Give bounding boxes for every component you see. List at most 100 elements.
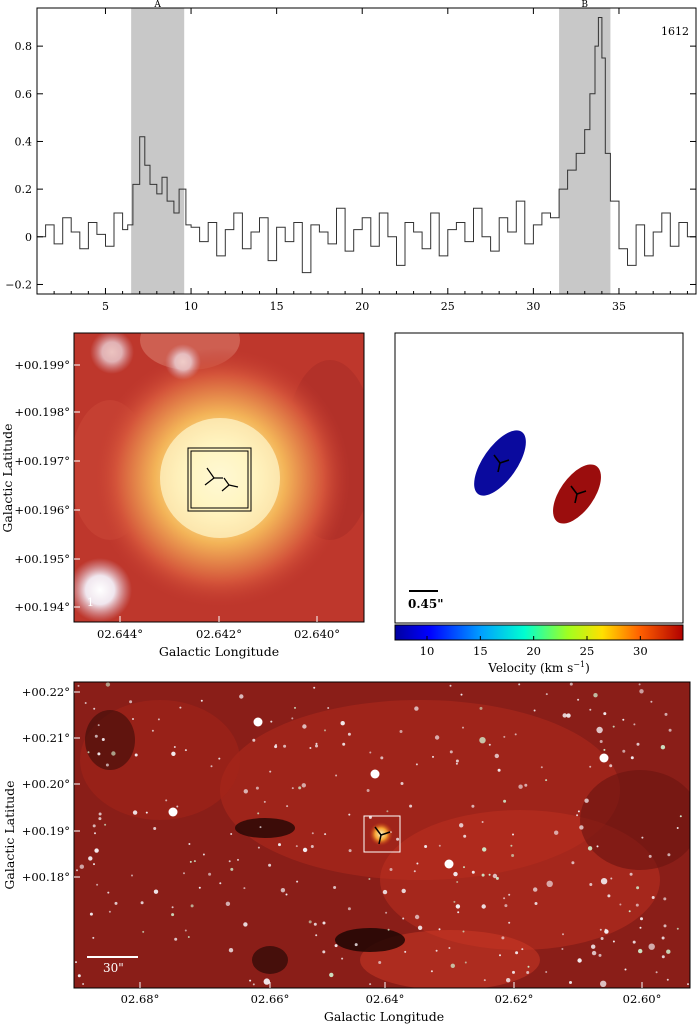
star <box>76 869 78 872</box>
star <box>308 920 312 924</box>
zoom-y-axis: +00.199° +00.198° +00.197° +00.196° +00.195°… <box>14 358 80 614</box>
star <box>545 693 548 696</box>
star <box>257 812 260 815</box>
star <box>347 732 351 736</box>
zoom-x-tick-label: 02.640° <box>294 627 340 641</box>
star <box>315 934 318 937</box>
star <box>354 943 358 947</box>
star <box>455 759 459 763</box>
star <box>506 978 511 983</box>
star <box>666 978 669 981</box>
band-A <box>131 8 185 294</box>
zoom-y-tick-label: +00.194° <box>14 600 70 614</box>
star <box>598 953 602 957</box>
star <box>527 965 530 968</box>
star <box>481 873 485 877</box>
y-tick-label: 0.2 <box>15 183 33 196</box>
star <box>562 933 564 936</box>
star <box>280 888 286 893</box>
star <box>382 889 388 895</box>
star <box>380 756 384 760</box>
star <box>587 846 593 851</box>
star <box>463 866 465 869</box>
star <box>593 693 598 698</box>
star <box>88 856 93 861</box>
star <box>97 724 100 727</box>
zoom-y-tick-label: +00.199° <box>14 358 70 372</box>
star <box>230 833 233 835</box>
star <box>179 706 182 709</box>
x-tick-label: 25 <box>441 300 455 313</box>
star <box>237 858 239 861</box>
field-y-tick-label: +00.20° <box>22 777 70 791</box>
star <box>612 940 615 943</box>
star <box>607 894 611 898</box>
star <box>327 707 330 709</box>
field-frame <box>73 681 691 989</box>
star <box>296 880 299 883</box>
star <box>190 904 194 908</box>
star <box>193 860 196 863</box>
star <box>576 814 579 817</box>
star <box>270 720 273 723</box>
star <box>151 729 154 732</box>
star <box>98 812 102 816</box>
star <box>369 751 372 754</box>
star <box>92 824 96 828</box>
star <box>311 832 314 835</box>
star <box>342 742 346 746</box>
star <box>263 800 266 803</box>
star <box>202 853 205 856</box>
star <box>462 726 464 729</box>
colorbar <box>394 624 684 641</box>
star <box>278 843 281 847</box>
star <box>369 983 372 986</box>
star <box>554 830 559 835</box>
star <box>462 930 465 933</box>
star <box>94 734 98 738</box>
star <box>630 756 634 760</box>
field-y-tick-label: +00.22° <box>22 685 70 699</box>
star <box>481 904 486 909</box>
field-image-panel: 30" +00.22°+00.21°+00.20°+00.19°+00.18° … <box>2 681 691 1024</box>
field-x-tick-label: 02.62° <box>495 992 534 1006</box>
star <box>667 853 671 857</box>
star <box>648 854 652 858</box>
star <box>255 786 259 790</box>
star <box>269 770 272 773</box>
star <box>479 706 483 710</box>
star <box>409 804 413 808</box>
field-stars <box>75 682 689 987</box>
star <box>648 943 655 950</box>
star <box>488 743 491 746</box>
star <box>94 832 96 835</box>
band-label: A <box>153 0 161 10</box>
zoom-x-tick-label: 02.642° <box>196 627 242 641</box>
star <box>651 896 655 899</box>
star <box>174 937 178 941</box>
star <box>518 784 523 789</box>
star <box>526 971 530 974</box>
star <box>638 683 641 686</box>
star <box>515 951 519 955</box>
star <box>483 979 486 982</box>
field-x-axis: 02.68° 02.66° 02.64° 02.62° 02.60° <box>121 982 661 1006</box>
star <box>131 874 133 877</box>
star <box>114 901 118 905</box>
star <box>189 860 192 863</box>
star <box>145 811 148 814</box>
bright-star <box>444 859 454 869</box>
spot-marker-icon <box>570 485 587 504</box>
star <box>132 810 138 815</box>
star <box>448 947 451 949</box>
star <box>479 737 486 744</box>
star <box>569 981 572 984</box>
star <box>521 948 524 951</box>
star <box>629 872 633 876</box>
star <box>639 926 642 929</box>
zoom-xlabel: Galactic Longitude <box>159 644 279 659</box>
star <box>210 765 213 768</box>
star <box>165 799 168 802</box>
star <box>283 744 287 748</box>
spectrum-label: 1612 <box>661 25 689 38</box>
